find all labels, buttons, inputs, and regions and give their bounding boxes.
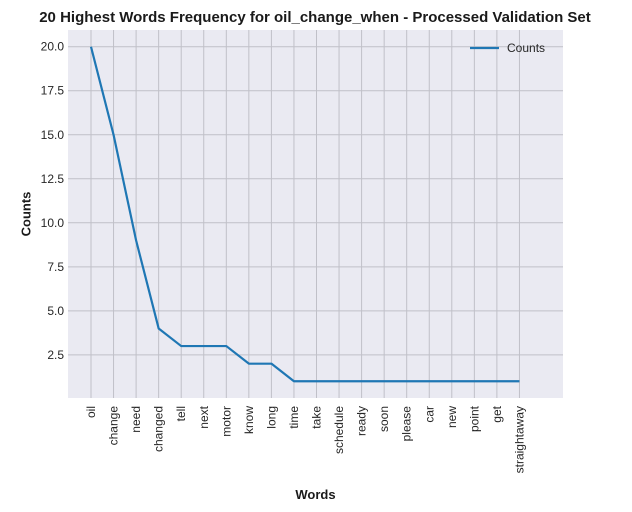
x-tick-label: take [310, 406, 324, 429]
x-tick-label: know [242, 406, 256, 434]
y-tick-label: 2.5 [47, 348, 64, 362]
y-tick-labels: 2.5 5.0 7.5 10.0 12.5 15.0 17.5 20.0 [41, 40, 65, 362]
x-axis-label: Words [295, 487, 335, 502]
y-tick-label: 15.0 [41, 128, 65, 142]
y-tick-label: 12.5 [41, 172, 65, 186]
x-tick-label: tell [174, 406, 188, 421]
y-tick-label: 7.5 [47, 260, 64, 274]
x-tick-label: car [422, 406, 436, 423]
x-tick-label: motor [219, 406, 233, 437]
x-tick-label: soon [377, 406, 391, 432]
x-tick-labels: oil change need changed tell next motor know lon… [84, 405, 526, 473]
x-tick-label: next [197, 405, 211, 428]
x-tick-label: please [400, 406, 414, 442]
grid [68, 30, 563, 398]
x-tick-label: long [264, 406, 278, 429]
legend-label-counts: Counts [507, 41, 545, 55]
x-tick-label: schedule [332, 406, 346, 454]
y-tick-label: 20.0 [41, 40, 65, 54]
x-tick-label: new [445, 406, 459, 428]
legend: Counts [470, 41, 545, 55]
series-line-counts [89, 46, 520, 383]
chart-title: 20 Highest Words Frequency for oil_chang… [39, 9, 591, 26]
y-tick-label: 5.0 [47, 304, 64, 318]
y-axis-label: Counts [19, 192, 34, 237]
plot-area [68, 30, 563, 398]
x-tick-label: change [107, 406, 121, 446]
x-tick-label: point [467, 405, 481, 432]
x-tick-label: straightaway [512, 406, 526, 473]
x-tick-label: get [490, 405, 504, 422]
x-tick-label: changed [152, 406, 166, 452]
x-tick-label: oil [84, 406, 98, 418]
y-tick-label: 10.0 [41, 216, 65, 230]
x-tick-label: need [129, 406, 143, 433]
x-tick-label: ready [355, 406, 369, 436]
y-tick-label: 17.5 [41, 84, 65, 98]
x-tick-label: time [287, 406, 301, 429]
